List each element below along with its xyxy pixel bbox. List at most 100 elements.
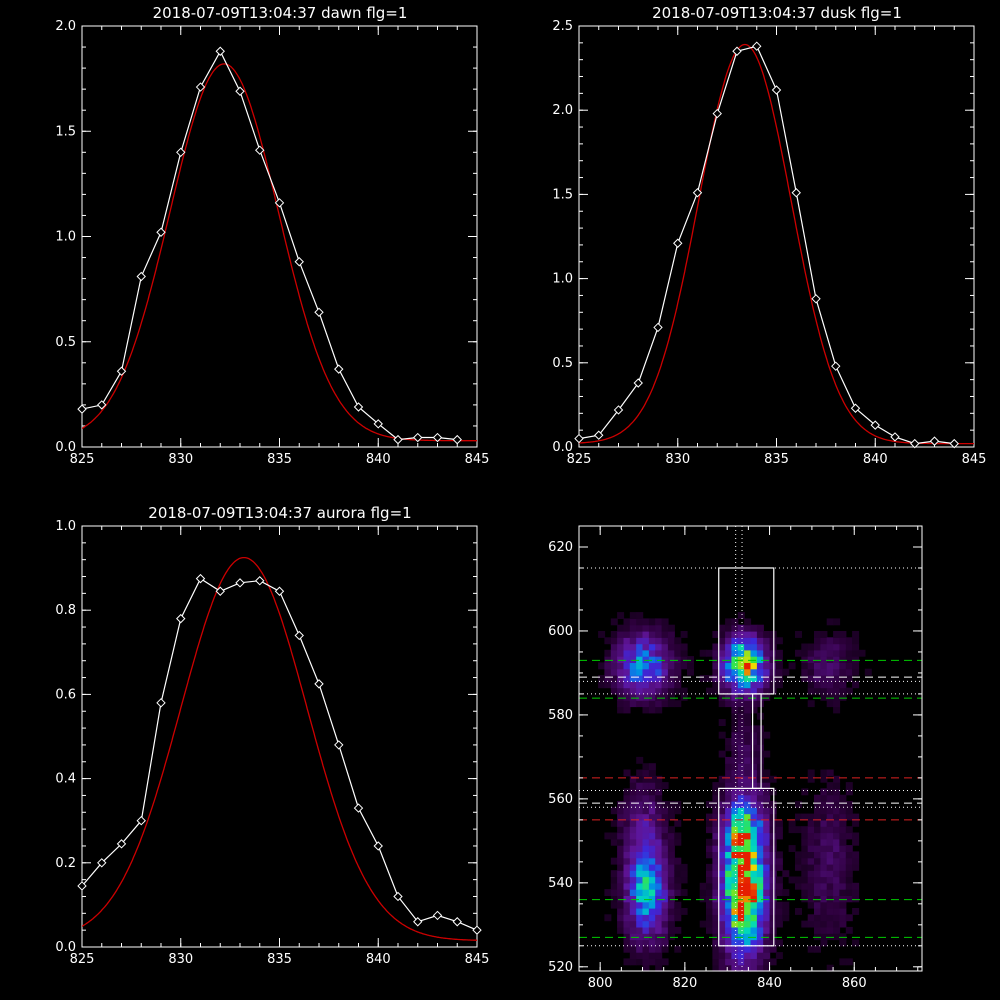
heatmap-cell	[820, 920, 828, 928]
heatmap-cell	[814, 857, 821, 865]
heatmap-cell	[852, 637, 860, 645]
heatmap-cell	[756, 952, 764, 959]
x-tick-label: 840	[366, 452, 391, 467]
heatmap-cell	[642, 876, 650, 884]
heatmap-cell	[604, 675, 612, 682]
data-point-marker	[255, 145, 265, 155]
heatmap-cell	[617, 675, 625, 682]
heatmap-cell	[744, 649, 752, 657]
heatmap-cell	[706, 801, 713, 808]
heatmap-cell	[712, 649, 720, 657]
heatmap-cell	[756, 637, 764, 645]
heatmap-cell	[667, 700, 675, 708]
heatmap-cell	[725, 700, 733, 708]
heatmap-cell	[737, 750, 745, 758]
heatmap-cell	[731, 788, 739, 796]
heatmap-cell	[629, 813, 637, 821]
heatmap-cell	[744, 788, 752, 796]
heatmap-cell	[718, 851, 726, 859]
heatmap-cell	[795, 826, 802, 834]
heatmap-cell	[648, 939, 656, 947]
heatmap-cell	[845, 637, 853, 645]
heatmap-cell	[623, 788, 631, 796]
heatmap-cell	[782, 668, 790, 676]
heatmap-cell	[731, 851, 739, 859]
heatmap-cell	[648, 706, 656, 714]
heatmap-cell	[737, 801, 745, 808]
heatmap-cell	[617, 643, 625, 651]
heatmap-cell	[712, 819, 720, 827]
heatmap-cell	[839, 662, 847, 670]
heatmap-cell	[845, 675, 853, 682]
data-point-marker	[373, 841, 383, 851]
heatmap-cell	[623, 813, 631, 821]
heatmap-cell	[852, 939, 860, 947]
heatmap-cell	[712, 908, 720, 915]
heatmap-cell	[839, 807, 847, 815]
heatmap-cell	[852, 631, 860, 638]
heatmap-cell	[731, 933, 739, 941]
heatmap-cell	[769, 857, 777, 865]
heatmap-cell	[807, 775, 815, 783]
heatmap-cell	[820, 675, 828, 682]
heatmap-cell	[750, 857, 758, 865]
heatmap-cell	[839, 876, 847, 884]
heatmap-cell	[623, 889, 631, 896]
heatmap-cell	[756, 649, 764, 657]
heatmap-cell	[807, 882, 815, 890]
heatmap-cell	[801, 662, 809, 670]
heatmap-cell	[706, 895, 713, 903]
heatmap-cell	[833, 706, 841, 714]
heatmap-cell	[655, 687, 663, 695]
heatmap-cell	[826, 813, 834, 821]
heatmap-cell	[718, 693, 726, 701]
y-tick-label: 560	[548, 792, 573, 807]
heatmap-cell	[636, 914, 644, 922]
heatmap-cell	[655, 618, 663, 626]
heatmap-cell	[756, 675, 764, 682]
heatmap-cell	[648, 675, 656, 682]
heatmap-cell	[807, 649, 815, 657]
heatmap-cell	[623, 857, 631, 865]
heatmap-cell	[775, 832, 783, 840]
heatmap-cell	[636, 819, 644, 827]
heatmap-cell	[756, 826, 764, 834]
heatmap-cell	[744, 668, 752, 676]
heatmap-cell	[610, 662, 618, 670]
heatmap-cell	[648, 863, 656, 871]
heatmap-cell	[763, 876, 771, 884]
heatmap-cell	[814, 863, 821, 871]
heatmap-cell	[648, 826, 656, 834]
heatmap-cell	[623, 851, 631, 859]
heatmap-cell	[737, 637, 745, 645]
heatmap-cell	[623, 920, 631, 928]
heatmap-cell	[750, 908, 758, 915]
heatmap-cell	[756, 693, 764, 701]
heatmap-cell	[661, 901, 669, 909]
heatmap-cell	[655, 681, 663, 689]
heatmap-cell	[718, 662, 726, 670]
heatmap-cell	[826, 681, 834, 689]
heatmap-cell	[655, 706, 663, 714]
heatmap-cell	[712, 889, 720, 896]
heatmap-cell	[623, 656, 631, 663]
heatmap-cell	[731, 876, 739, 884]
heatmap-cell	[737, 863, 745, 871]
heatmap-cell	[661, 807, 669, 815]
heatmap-cell	[775, 939, 783, 947]
heatmap-cell	[629, 668, 637, 676]
heatmap-cell	[845, 807, 853, 815]
heatmap-cell	[623, 876, 631, 884]
heatmap-cell	[750, 895, 758, 903]
heatmap-cell	[642, 700, 650, 708]
heatmap-cell	[617, 914, 625, 922]
heatmap-cell	[725, 738, 733, 745]
heatmap-cell	[744, 901, 752, 909]
heatmap-cell	[852, 851, 860, 859]
heatmap-cell	[642, 801, 650, 808]
heatmap-cell	[623, 681, 631, 689]
heatmap-cell	[737, 738, 745, 745]
heatmap-cell	[636, 832, 644, 840]
heatmap-cell	[744, 838, 752, 846]
heatmap-cell	[744, 895, 752, 903]
